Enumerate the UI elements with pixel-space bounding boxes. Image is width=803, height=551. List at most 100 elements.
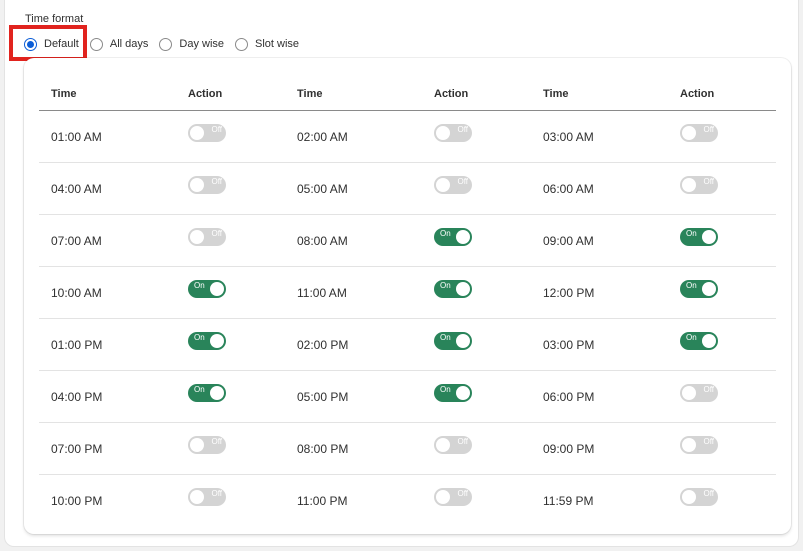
action-cell: On xyxy=(422,214,531,267)
time-cell: 12:00 PM xyxy=(531,266,668,319)
action-cell: Off xyxy=(176,214,285,267)
action-cell: On xyxy=(422,370,531,423)
toggle-label: Off xyxy=(457,436,468,446)
toggle-label: Off xyxy=(703,384,714,394)
slot-toggle[interactable]: On xyxy=(680,227,718,246)
toggle-knob xyxy=(456,281,470,296)
radio-day-wise[interactable]: Day wise xyxy=(159,37,225,51)
schedule-table: Time Action Time Action Time Action 01:0… xyxy=(39,78,776,526)
radio-slot-wise[interactable]: Slot wise xyxy=(235,37,300,51)
action-cell: Off xyxy=(668,162,776,215)
slot-toggle[interactable]: Off xyxy=(188,487,226,506)
action-cell: Off xyxy=(176,162,285,215)
slot-toggle[interactable]: On xyxy=(434,279,472,298)
table-row: 01:00 PM On 02:00 PM On 03:00 PM On xyxy=(39,318,776,371)
time-cell: 11:00 AM xyxy=(285,266,422,319)
slot-toggle[interactable]: On xyxy=(434,227,472,246)
slot-toggle[interactable]: Off xyxy=(434,123,472,142)
header-action: Action xyxy=(668,78,776,111)
action-cell: Off xyxy=(668,110,776,163)
toggle-knob xyxy=(190,229,204,244)
header-time: Time xyxy=(285,78,422,111)
slot-toggle[interactable]: Off xyxy=(434,175,472,194)
header-time: Time xyxy=(531,78,668,111)
time-cell: 03:00 PM xyxy=(531,318,668,371)
slot-toggle[interactable]: On xyxy=(188,331,226,350)
action-cell: Off xyxy=(422,422,531,475)
toggle-label: On xyxy=(686,228,697,238)
time-format-radio-group: Default All days Day wise Slot wise xyxy=(24,35,310,53)
time-cell: 11:00 PM xyxy=(297,493,348,508)
toggle-label: On xyxy=(440,228,451,238)
slot-toggle[interactable]: Off xyxy=(188,175,226,194)
slot-toggle[interactable]: Off xyxy=(434,487,472,506)
toggle-label: Off xyxy=(211,176,222,186)
toggle-label: Off xyxy=(457,176,468,186)
action-cell: On xyxy=(176,266,285,319)
toggle-label: Off xyxy=(211,436,222,446)
slot-toggle[interactable]: On xyxy=(434,331,472,350)
toggle-knob xyxy=(190,177,204,192)
toggle-knob xyxy=(190,437,204,452)
toggle-knob xyxy=(190,125,204,140)
toggle-label: On xyxy=(440,280,451,290)
time-cell: 06:00 PM xyxy=(531,370,668,423)
radio-all-days-label: All days xyxy=(109,38,149,50)
action-cell: On xyxy=(176,370,285,423)
slot-toggle[interactable]: On xyxy=(188,279,226,298)
time-cell: 06:00 AM xyxy=(531,162,668,215)
slot-toggle[interactable]: Off xyxy=(680,175,718,194)
action-cell: On xyxy=(176,318,285,371)
action-cell: Off xyxy=(422,110,531,163)
slot-toggle[interactable]: Off xyxy=(434,435,472,454)
slot-toggle[interactable]: On xyxy=(680,279,718,298)
time-cell: 05:00 PM xyxy=(285,370,422,423)
schedule-table-body: 01:00 AM Off 02:00 AM Off 03:00 AM Off 04:00 A… xyxy=(39,110,776,527)
radio-slot-wise-label: Slot wise xyxy=(255,38,300,50)
toggle-knob xyxy=(682,177,696,192)
radio-unchecked-icon[interactable] xyxy=(89,37,103,51)
radio-default[interactable]: Default xyxy=(24,37,79,51)
slot-toggle[interactable]: On xyxy=(434,383,472,402)
time-cell: 07:00 PM xyxy=(39,422,176,475)
slot-toggle[interactable]: Off xyxy=(680,383,718,402)
slot-toggle[interactable]: Off xyxy=(188,227,226,246)
toggle-knob xyxy=(436,125,450,140)
radio-unchecked-icon[interactable] xyxy=(159,37,173,51)
slot-toggle[interactable]: Off xyxy=(680,487,718,506)
slot-toggle[interactable]: On xyxy=(680,331,718,350)
time-cell: 02:00 AM xyxy=(285,110,422,163)
radio-unchecked-icon[interactable] xyxy=(235,37,249,51)
toggle-label: Off xyxy=(703,488,714,498)
table-row: 07:00 AM Off 08:00 AM On 09:00 AM On xyxy=(39,214,776,267)
time-cell: 10:00 PM xyxy=(51,493,103,508)
toggle-knob xyxy=(210,385,224,400)
radio-all-days[interactable]: All days xyxy=(89,37,149,51)
toggle-label: Off xyxy=(211,124,222,134)
toggle-label: On xyxy=(194,280,205,290)
toggle-knob xyxy=(682,489,696,504)
table-row: 10:00 AM On 11:00 AM On 12:00 PM On xyxy=(39,266,776,319)
toggle-label: On xyxy=(686,332,697,342)
toggle-label: On xyxy=(686,280,697,290)
radio-checked-icon[interactable] xyxy=(24,37,37,51)
time-cell: 05:00 AM xyxy=(285,162,422,215)
slot-toggle[interactable]: Off xyxy=(680,123,718,142)
slot-toggle[interactable]: Off xyxy=(188,435,226,454)
toggle-label: On xyxy=(194,384,205,394)
header-time: Time xyxy=(39,78,176,111)
slot-toggle[interactable]: Off xyxy=(680,435,718,454)
toggle-knob xyxy=(682,437,696,452)
toggle-knob xyxy=(702,229,716,244)
toggle-label: On xyxy=(440,384,451,394)
schedule-card: Time Action Time Action Time Action 01:0… xyxy=(24,58,791,534)
settings-panel: Time format Default All days Day wise Sl… xyxy=(4,0,799,547)
toggle-knob xyxy=(456,333,470,348)
action-cell: Off xyxy=(176,475,285,527)
slot-toggle[interactable]: Off xyxy=(188,123,226,142)
slot-toggle[interactable]: On xyxy=(188,383,226,402)
time-cell: 02:00 PM xyxy=(285,318,422,371)
radio-day-wise-label: Day wise xyxy=(179,38,225,50)
toggle-knob xyxy=(210,281,224,296)
action-cell: Off xyxy=(176,110,285,163)
